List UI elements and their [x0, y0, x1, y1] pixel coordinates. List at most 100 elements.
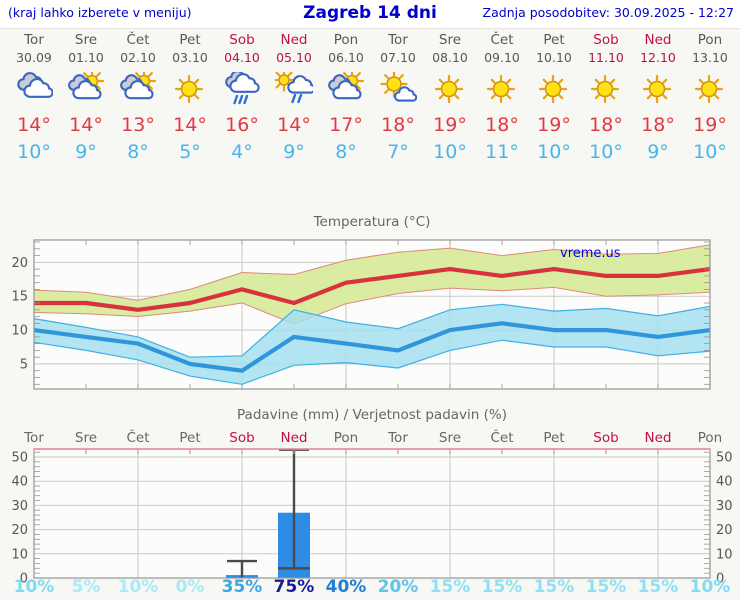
page-title: Zagreb 14 dni	[303, 3, 437, 23]
svg-text:20: 20	[716, 523, 733, 538]
day-date: 04.10	[224, 50, 260, 65]
forecast-day-column: Pon 06.10 17° 8°	[320, 31, 372, 165]
precip-probability: 0%	[176, 577, 205, 597]
temp-high: 14°	[69, 114, 103, 136]
header: (kraj lahko izberete v meniju) Zagreb 14…	[0, 0, 740, 29]
day-date: 13.10	[692, 50, 728, 65]
svg-text:20: 20	[11, 523, 28, 538]
precip-day-label: Pon	[334, 430, 358, 446]
precip-probability: 40%	[326, 577, 367, 597]
svg-text:10: 10	[11, 547, 28, 562]
day-date: 10.10	[536, 50, 572, 65]
svg-text:40: 40	[716, 475, 733, 490]
temp-low: 8°	[335, 141, 357, 163]
precip-probability: 5%	[72, 577, 101, 597]
temp-low: 7°	[387, 141, 409, 163]
day-name: Tor	[388, 32, 408, 48]
day-name: Ned	[280, 32, 308, 48]
forecast-day-column: Čet 09.10 18° 11°	[476, 31, 528, 165]
precipitation-chart-title: Padavine (mm) / Verjetnost padavin (%)	[237, 407, 507, 423]
temp-high: 14°	[173, 114, 207, 136]
temp-low: 10°	[17, 141, 51, 163]
day-date: 30.09	[16, 50, 52, 65]
temp-high: 18°	[641, 114, 675, 136]
forecast-day-column: Sre 08.10 19° 10°	[424, 31, 476, 165]
forecast-day-column: Pet 10.10 19° 10°	[528, 31, 580, 165]
svg-text:10: 10	[716, 547, 733, 562]
precip-probability: 10%	[690, 577, 731, 597]
precip-probability: 10%	[14, 577, 55, 597]
day-date: 12.10	[640, 50, 676, 65]
precip-probability: 10%	[118, 577, 159, 597]
precip-probability: 20%	[378, 577, 419, 597]
temp-low: 4°	[231, 141, 253, 163]
precip-day-label: Sob	[229, 430, 254, 446]
watermark-link[interactable]: vreme.us	[560, 246, 621, 261]
precip-probability: 75%	[274, 577, 315, 597]
temp-high: 19°	[433, 114, 467, 136]
forecast-day-column: Ned 05.10 14° 9°	[268, 31, 320, 165]
sunny-icon	[538, 74, 568, 104]
svg-text:10: 10	[11, 324, 28, 339]
precip-day-label: Tor	[23, 430, 44, 446]
precip-day-label: Pet	[179, 430, 200, 446]
sunny-icon	[590, 74, 620, 104]
temp-high: 14°	[277, 114, 311, 136]
temperature-chart: 5 10 15 20 Temperatura (°C) vreme.us	[11, 214, 711, 390]
svg-text:15: 15	[11, 290, 28, 305]
day-date: 09.10	[484, 50, 520, 65]
temp-high: 19°	[693, 114, 727, 136]
temp-high: 13°	[121, 114, 155, 136]
forecast-day-column: Sob 04.10 16° 4°	[216, 31, 268, 165]
day-name: Čet	[490, 32, 514, 48]
temp-low: 5°	[179, 141, 201, 163]
precip-probability: 15%	[430, 577, 471, 597]
temp-high: 18°	[381, 114, 415, 136]
rain-icon	[225, 72, 260, 105]
day-name: Ned	[644, 32, 672, 48]
temperature-chart-title: Temperatura (°C)	[313, 214, 431, 230]
precip-day-label: Sob	[593, 430, 618, 446]
day-name: Pon	[697, 32, 723, 48]
day-date: 05.10	[276, 50, 312, 65]
day-name: Pon	[333, 32, 359, 48]
max-temp-line	[34, 266, 711, 312]
svg-text:50: 50	[716, 451, 733, 466]
day-date: 07.10	[380, 50, 416, 65]
precip-day-label: Ned	[645, 430, 672, 446]
precip-probability: 15%	[482, 577, 523, 597]
precip-day-label: Ned	[281, 430, 308, 446]
svg-text:5: 5	[20, 357, 28, 372]
svg-text:20: 20	[11, 256, 28, 271]
day-name: Pet	[179, 32, 201, 48]
day-date: 02.10	[120, 50, 156, 65]
max-temp-band	[34, 244, 710, 324]
precip-day-label: Čet	[126, 428, 149, 446]
temp-high: 14°	[17, 114, 51, 136]
day-name: Sob	[593, 32, 619, 48]
partly-cloudy-icon	[120, 72, 157, 100]
partly-cloudy-icon	[68, 72, 105, 100]
forecast-day-column: Tor 07.10 18° 7°	[372, 31, 424, 165]
forecast-day-column: Ned 12.10 18° 9°	[632, 31, 684, 165]
forecast-day-column: Tor 30.09 14° 10°	[8, 31, 60, 165]
forecast-days-row: Tor 30.09 14° 10° Sre 01.10 14° 9° Čet 02.10 13° 8°…	[8, 31, 736, 165]
temp-low: 10°	[537, 141, 571, 163]
sunny-icon	[486, 74, 516, 104]
last-update: Zadnja posodobitev: 30.09.2025 - 12:27	[482, 5, 734, 20]
precip-probability: 35%	[222, 577, 263, 597]
temp-low: 11°	[485, 141, 519, 163]
day-name: Sob	[229, 32, 255, 48]
forecast-day-column: Sre 01.10 14° 9°	[60, 31, 112, 165]
precip-probability: 15%	[638, 577, 679, 597]
svg-text:30: 30	[11, 499, 28, 514]
forecast-day-column: Pet 03.10 14° 5°	[164, 31, 216, 165]
temp-low: 10°	[433, 141, 467, 163]
precip-day-label: Tor	[387, 430, 408, 446]
day-date: 08.10	[432, 50, 468, 65]
cloudy-icon	[17, 72, 53, 98]
day-name: Tor	[24, 32, 44, 48]
temp-high: 17°	[329, 114, 363, 136]
forecast-day-column: Pon 13.10 19° 10°	[684, 31, 736, 165]
temp-low: 8°	[127, 141, 149, 163]
